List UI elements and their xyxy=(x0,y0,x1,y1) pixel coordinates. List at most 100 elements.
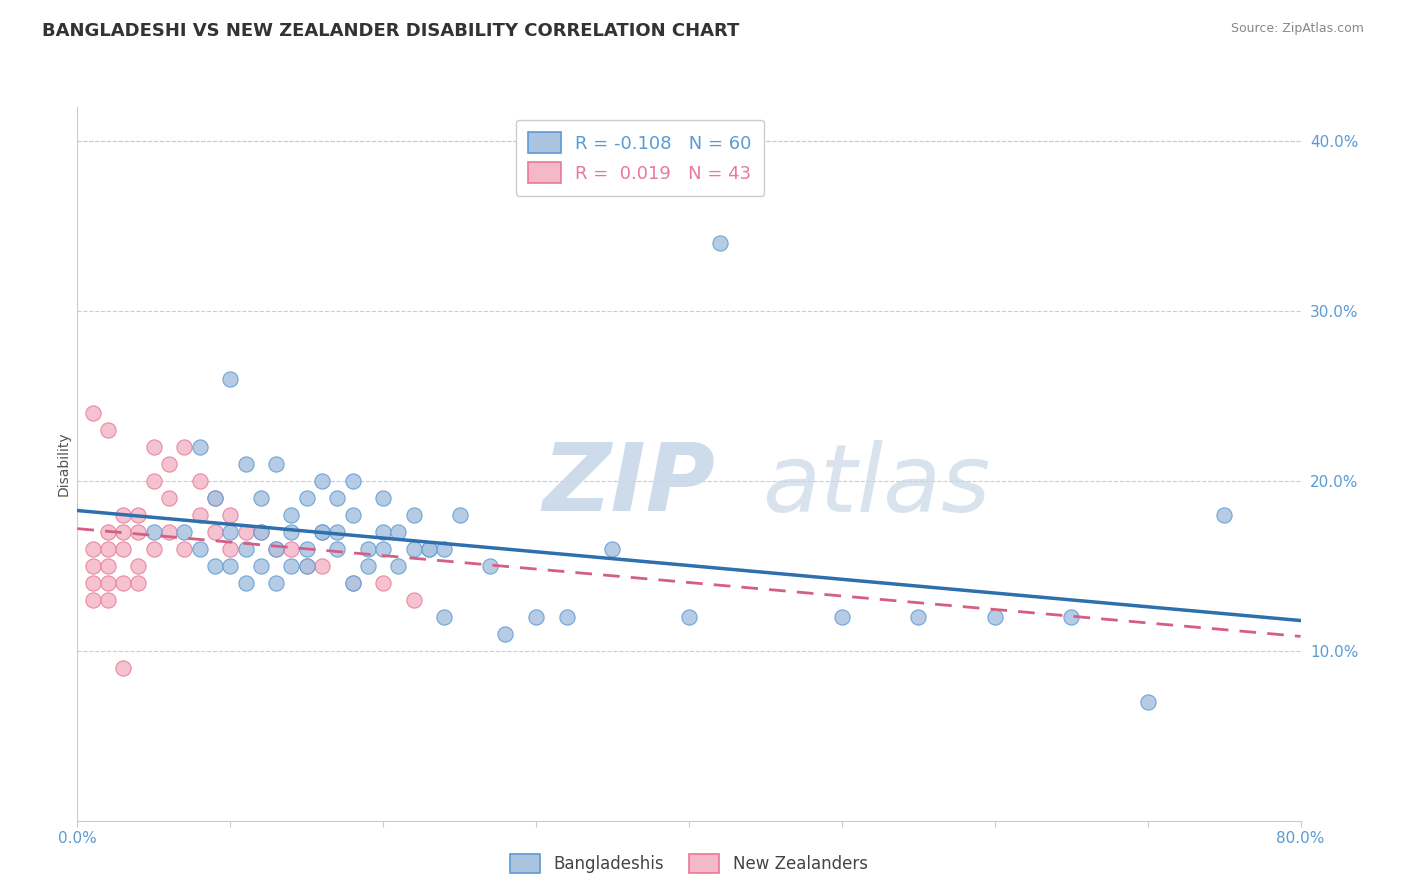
Point xyxy=(831,609,853,624)
Point xyxy=(371,524,394,539)
Point xyxy=(264,541,287,556)
Point xyxy=(280,508,302,522)
Point xyxy=(142,524,165,539)
Point xyxy=(280,558,302,573)
Point xyxy=(418,541,440,556)
Point xyxy=(188,440,211,454)
Point xyxy=(112,575,135,590)
Point xyxy=(342,474,364,488)
Point xyxy=(235,575,257,590)
Point xyxy=(449,508,471,522)
Point xyxy=(295,558,318,573)
Point xyxy=(173,524,195,539)
Point xyxy=(219,524,242,539)
Point xyxy=(82,592,104,607)
Point xyxy=(602,541,624,556)
Point xyxy=(311,524,333,539)
Point xyxy=(433,609,456,624)
Point xyxy=(204,491,226,505)
Point xyxy=(235,524,257,539)
Point xyxy=(311,474,333,488)
Text: BANGLADESHI VS NEW ZEALANDER DISABILITY CORRELATION CHART: BANGLADESHI VS NEW ZEALANDER DISABILITY … xyxy=(42,22,740,40)
Point xyxy=(188,541,211,556)
Point xyxy=(371,541,394,556)
Point xyxy=(387,524,409,539)
Point xyxy=(82,575,104,590)
Point xyxy=(112,524,135,539)
Point xyxy=(433,541,456,556)
Point xyxy=(402,541,425,556)
Point xyxy=(357,558,380,573)
Point xyxy=(250,491,273,505)
Point xyxy=(264,575,287,590)
Point xyxy=(264,541,287,556)
Point xyxy=(157,524,180,539)
Point xyxy=(326,491,349,505)
Point xyxy=(555,609,578,624)
Point xyxy=(97,541,120,556)
Point xyxy=(678,609,700,624)
Point xyxy=(219,508,242,522)
Point xyxy=(97,558,120,573)
Point xyxy=(142,440,165,454)
Point xyxy=(112,508,135,522)
Point xyxy=(142,474,165,488)
Point xyxy=(188,508,211,522)
Point xyxy=(173,541,195,556)
Text: Source: ZipAtlas.com: Source: ZipAtlas.com xyxy=(1230,22,1364,36)
Point xyxy=(188,474,211,488)
Point xyxy=(326,524,349,539)
Point xyxy=(907,609,929,624)
Point xyxy=(371,491,394,505)
Point xyxy=(204,558,226,573)
Point xyxy=(173,440,195,454)
Point xyxy=(250,558,273,573)
Point xyxy=(402,592,425,607)
Point xyxy=(295,491,318,505)
Point xyxy=(495,626,517,640)
Point xyxy=(418,541,440,556)
Point xyxy=(295,558,318,573)
Point xyxy=(295,541,318,556)
Point xyxy=(219,558,242,573)
Y-axis label: Disability: Disability xyxy=(56,432,70,496)
Point xyxy=(984,609,1007,624)
Text: ZIP: ZIP xyxy=(543,439,716,532)
Point xyxy=(1213,508,1236,522)
Point xyxy=(97,592,120,607)
Point xyxy=(112,541,135,556)
Point xyxy=(142,541,165,556)
Text: atlas: atlas xyxy=(762,440,991,531)
Point xyxy=(311,524,333,539)
Point xyxy=(127,558,149,573)
Point xyxy=(97,575,120,590)
Point xyxy=(524,609,547,624)
Point xyxy=(82,406,104,420)
Point xyxy=(1136,695,1159,709)
Point xyxy=(709,235,731,250)
Point xyxy=(127,575,149,590)
Point xyxy=(97,524,120,539)
Point xyxy=(204,524,226,539)
Legend: Bangladeshis, New Zealanders: Bangladeshis, New Zealanders xyxy=(503,847,875,880)
Point xyxy=(219,541,242,556)
Point xyxy=(97,423,120,437)
Point xyxy=(235,457,257,471)
Point xyxy=(342,575,364,590)
Point xyxy=(387,558,409,573)
Point xyxy=(157,457,180,471)
Point xyxy=(342,508,364,522)
Point xyxy=(127,524,149,539)
Point xyxy=(235,541,257,556)
Point xyxy=(82,541,104,556)
Point xyxy=(342,575,364,590)
Point xyxy=(157,491,180,505)
Point xyxy=(250,524,273,539)
Point xyxy=(357,541,380,556)
Point xyxy=(204,491,226,505)
Point xyxy=(371,575,394,590)
Point xyxy=(82,558,104,573)
Point xyxy=(280,524,302,539)
Point xyxy=(219,372,242,386)
Point xyxy=(250,524,273,539)
